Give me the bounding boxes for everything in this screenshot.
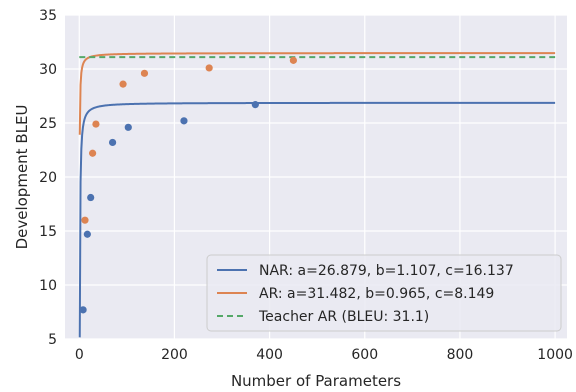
data-point-nar	[251, 101, 259, 109]
y-tick-label: 10	[39, 278, 57, 294]
y-tick-label: 25	[39, 116, 57, 132]
y-tick-label: 30	[39, 62, 57, 78]
grid	[65, 14, 567, 340]
fit-curve-ar	[78, 52, 556, 135]
x-tick-labels: 0 200 400 600 800 1000	[75, 347, 573, 363]
x-axis-label: Number of Parameters	[231, 372, 401, 390]
legend-label-nar: NAR: a=26.879, b=1.107, c=16.137	[259, 263, 514, 279]
fit-curve-nar	[78, 101, 556, 338]
legend-label-teacher: Teacher AR (BLEU: 31.1)	[258, 309, 429, 325]
data-point-ar	[88, 149, 97, 157]
data-point-ar	[205, 64, 213, 72]
data-point-nar	[108, 138, 117, 147]
legend-label-ar: AR: a=31.482, b=0.965, c=8.149	[259, 286, 494, 302]
data-point-nar	[79, 306, 87, 314]
y-axis-label: Development BLEU	[13, 105, 31, 250]
x-tick-label: 800	[447, 347, 474, 363]
data-point-ar	[140, 69, 149, 77]
data-point-ar	[92, 120, 100, 128]
legend: NAR: a=26.879, b=1.107, c=16.137 AR: a=3…	[206, 254, 562, 332]
x-tick-label: 400	[256, 347, 283, 363]
data-points	[79, 56, 297, 314]
data-point-nar	[87, 193, 95, 202]
data-point-nar	[180, 117, 188, 125]
y-tick-label: 35	[39, 8, 57, 24]
data-point-nar	[83, 230, 91, 238]
x-tick-label: 1000	[537, 347, 573, 363]
x-tick-label: 0	[75, 347, 84, 363]
data-point-ar	[119, 80, 127, 88]
y-tick-labels: 5 10 15 20 25 30 35	[39, 8, 57, 348]
y-tick-label: 15	[39, 224, 57, 240]
data-point-ar	[289, 56, 297, 64]
x-tick-label: 200	[161, 347, 188, 363]
legend-box	[206, 254, 562, 332]
x-tick-label: 600	[351, 347, 378, 363]
data-point-ar	[81, 216, 89, 224]
fit-curves	[78, 52, 556, 338]
y-tick-label: 5	[48, 332, 57, 348]
y-tick-label: 20	[39, 170, 57, 186]
data-point-nar	[124, 123, 132, 131]
